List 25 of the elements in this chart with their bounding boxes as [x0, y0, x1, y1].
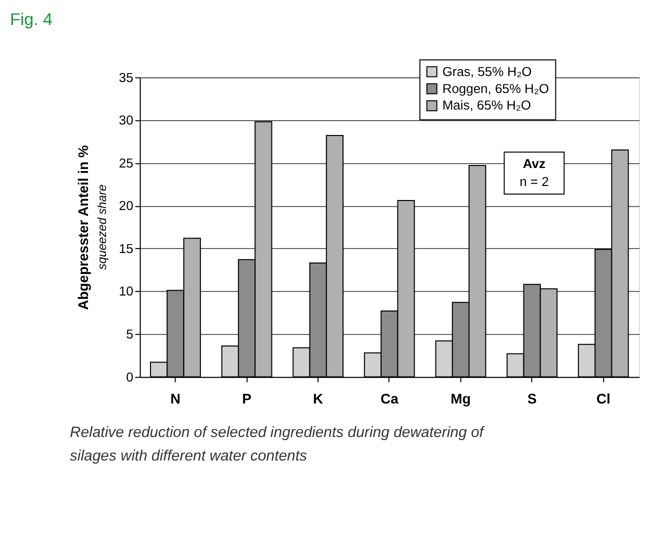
x-tick-label: Mg — [450, 390, 471, 406]
y-tick-label: 0 — [126, 369, 134, 384]
text: squeezed share — [94, 184, 109, 270]
legend-label: Mais, 65% H₂O — [442, 98, 531, 113]
annotation: Avz — [522, 156, 546, 172]
y-axis-title: Abgepresster Anteil in % — [74, 144, 91, 310]
y-tick-label: 30 — [118, 112, 134, 128]
x-tick-label: K — [313, 390, 324, 406]
x-tick-label: S — [527, 390, 537, 406]
y-tick-label: 35 — [118, 70, 134, 85]
x-tick-label: N — [170, 390, 180, 406]
y-tick-label: 20 — [118, 198, 134, 214]
text: Relative reduction of selected ingredients during dewatering of — [70, 424, 486, 441]
text: silages with different water contents — [70, 448, 308, 465]
x-tick-label: P — [242, 390, 252, 406]
legend-label: Roggen, 65% H₂O — [442, 80, 550, 96]
annotation: n = 2 — [520, 174, 549, 190]
y-tick-label: 10 — [118, 284, 134, 299]
legend-label: Gras, 55% H₂O — [442, 64, 532, 79]
chart-title: Fig. 4 — [10, 10, 52, 29]
x-tick-label: Cl — [596, 390, 610, 406]
x-tick-label: Ca — [380, 390, 399, 406]
y-tick-label: 15 — [118, 240, 134, 256]
y-tick-label: 25 — [118, 155, 134, 170]
y-tick-label: 5 — [126, 326, 134, 342]
